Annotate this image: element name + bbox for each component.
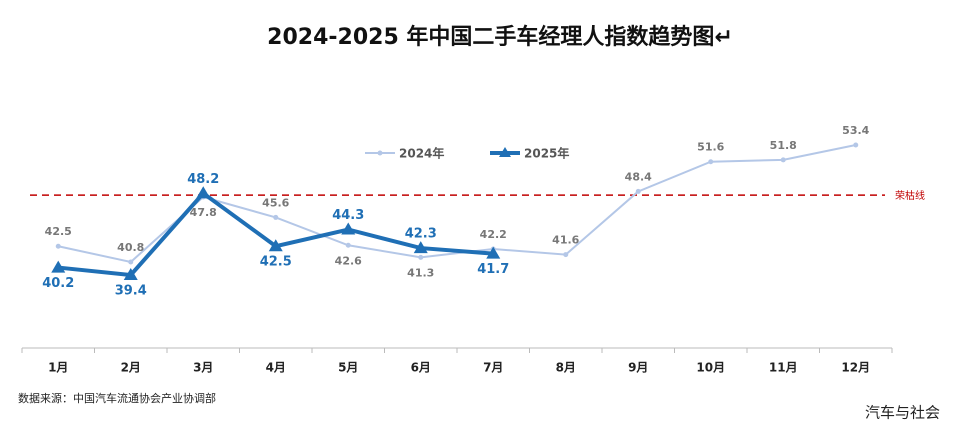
data-label: 40.8 xyxy=(117,241,144,254)
x-tick-label: 8月 xyxy=(556,361,576,375)
x-tick-label: 4月 xyxy=(266,361,286,375)
data-label: 53.4 xyxy=(842,124,869,137)
point xyxy=(486,246,501,259)
data-label: 42.2 xyxy=(480,228,507,241)
x-tick-label: 10月 xyxy=(696,361,725,375)
data-label: 47.8 xyxy=(190,206,217,219)
chart-title: 2024-2025 年中国二手车经理人指数趋势图↵ xyxy=(267,24,733,50)
data-label: 45.6 xyxy=(262,196,289,209)
point xyxy=(55,243,61,249)
x-tick-label: 7月 xyxy=(483,361,503,375)
x-tick-label: 11月 xyxy=(769,361,798,375)
data-label: 39.4 xyxy=(115,284,147,299)
point xyxy=(413,241,428,254)
point xyxy=(268,239,283,252)
data-label: 42.5 xyxy=(260,255,292,270)
data-label: 42.3 xyxy=(405,227,437,242)
data-label: 51.8 xyxy=(770,139,797,152)
point xyxy=(273,214,279,220)
x-tick-label: 1月 xyxy=(48,361,68,375)
legend-label: 2024年 xyxy=(399,146,444,161)
data-label: 44.3 xyxy=(332,208,364,223)
point xyxy=(196,186,211,199)
reference-label: 荣枯线 xyxy=(895,189,925,202)
x-tick-label: 6月 xyxy=(411,361,431,375)
legend-marker xyxy=(499,147,511,157)
x-tick-label: 2月 xyxy=(121,361,141,375)
data-label: 48.4 xyxy=(625,170,652,183)
watermark: 汽车与社会 xyxy=(865,404,940,422)
point xyxy=(708,159,714,165)
data-label: 40.2 xyxy=(42,276,74,291)
point xyxy=(128,259,134,265)
point xyxy=(780,157,786,163)
point xyxy=(563,252,569,258)
data-label: 41.6 xyxy=(552,234,579,247)
series-line xyxy=(58,144,856,264)
legend-marker xyxy=(377,150,383,156)
data-label: 42.6 xyxy=(335,254,362,267)
x-tick-label: 9月 xyxy=(628,361,648,375)
data-label: 42.5 xyxy=(45,225,72,238)
point xyxy=(123,268,138,280)
point xyxy=(51,260,66,273)
x-tick-label: 3月 xyxy=(193,361,213,375)
point xyxy=(345,242,351,248)
x-tick-label: 5月 xyxy=(338,361,358,375)
data-label: 41.3 xyxy=(407,266,434,279)
data-label: 41.7 xyxy=(477,262,509,277)
point xyxy=(341,222,356,235)
point xyxy=(853,142,859,148)
source: 数据来源：中国汽车流通协会产业协调部 xyxy=(18,391,216,405)
x-tick-label: 12月 xyxy=(841,361,870,375)
legend-label: 2025年 xyxy=(524,146,569,161)
data-label: 51.6 xyxy=(697,141,724,154)
point xyxy=(418,254,424,260)
point xyxy=(635,188,641,194)
data-label: 48.2 xyxy=(187,172,219,187)
